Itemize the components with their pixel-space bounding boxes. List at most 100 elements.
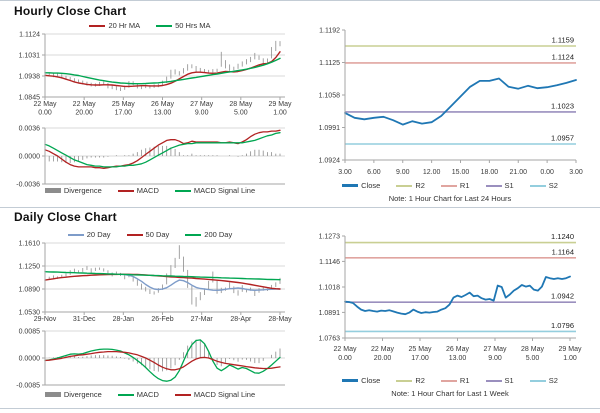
svg-text:1.1146: 1.1146 xyxy=(319,259,340,266)
svg-text:29 May: 29 May xyxy=(559,346,582,353)
svg-text:27 May: 27 May xyxy=(484,346,507,353)
svg-text:5.00: 5.00 xyxy=(526,355,540,362)
legend-item-macd-signal: MACD Signal Line xyxy=(174,186,256,195)
svg-text:9.00: 9.00 xyxy=(195,110,209,117)
legend-label-macd: MACD xyxy=(136,186,159,195)
svg-text:25 May: 25 May xyxy=(112,101,135,108)
svg-text:28 May: 28 May xyxy=(229,101,252,108)
svg-text:1.1125: 1.1125 xyxy=(319,60,340,67)
svg-text:-0.0036: -0.0036 xyxy=(16,182,40,189)
svg-text:1.1250: 1.1250 xyxy=(19,264,41,271)
svg-text:28-Jan: 28-Jan xyxy=(113,316,135,323)
legend-item-r2: R2 xyxy=(396,181,425,190)
svg-text:22 May: 22 May xyxy=(73,101,96,108)
svg-text:31-Dec: 31-Dec xyxy=(73,316,96,323)
daily-macd-legend: Divergence MACD MACD Signal Line xyxy=(0,390,300,399)
svg-text:28 May: 28 May xyxy=(521,346,544,353)
legend-item-r2-week: R2 xyxy=(396,376,425,385)
50day-swatch xyxy=(126,233,143,236)
legend-label-20day: 20 Day xyxy=(86,230,111,239)
svg-text:25 May: 25 May xyxy=(409,346,432,353)
hourly-macd-legend: Divergence MACD MACD Signal Line xyxy=(0,186,300,195)
legend-item-close: Close xyxy=(342,181,380,190)
divergence-swatch xyxy=(44,188,61,193)
svg-text:28-Apr: 28-Apr xyxy=(230,316,252,323)
daily-price-legend: 20 Day 50 Day 200 Day xyxy=(0,230,300,239)
svg-text:0.0000: 0.0000 xyxy=(19,154,41,161)
pivot24-note: Note: 1 Hour Chart for Last 24 Hours xyxy=(388,194,512,203)
s2-week-swatch xyxy=(529,379,546,382)
r1-week-swatch xyxy=(440,379,457,382)
svg-text:22 May: 22 May xyxy=(334,346,357,353)
s1-week-swatch xyxy=(485,379,502,382)
svg-text:1.0796: 1.0796 xyxy=(551,321,574,330)
svg-text:1.1164: 1.1164 xyxy=(552,247,574,256)
svg-text:29-Nov: 29-Nov xyxy=(34,316,57,323)
svg-text:13.00: 13.00 xyxy=(154,110,172,117)
svg-text:1.0924: 1.0924 xyxy=(319,158,341,165)
svg-text:27-Mar: 27-Mar xyxy=(191,316,214,323)
svg-text:1.1018: 1.1018 xyxy=(319,285,341,292)
20hr-ma-swatch xyxy=(89,24,106,27)
svg-text:1.1124: 1.1124 xyxy=(19,32,40,39)
legend-label-divergence-daily: Divergence xyxy=(63,390,102,399)
pivot24-legend: Close R2 R1 S1 S2 xyxy=(300,181,600,190)
divergence-daily-swatch xyxy=(44,392,61,397)
legend-label-r2: R2 xyxy=(415,181,425,190)
svg-text:3.00: 3.00 xyxy=(569,169,583,176)
legend-item-s2-week: S2 xyxy=(529,376,558,385)
mid-divider xyxy=(0,207,600,208)
svg-text:1.0957: 1.0957 xyxy=(551,133,574,142)
svg-text:1.0890: 1.0890 xyxy=(19,287,41,294)
legend-item-divergence: Divergence xyxy=(44,186,102,195)
svg-text:1.1023: 1.1023 xyxy=(551,101,574,110)
legend-label-divergence: Divergence xyxy=(63,186,102,195)
svg-text:-0.0085: -0.0085 xyxy=(16,383,40,390)
svg-text:27 May: 27 May xyxy=(190,101,213,108)
s2-swatch xyxy=(529,184,546,187)
svg-text:1.1273: 1.1273 xyxy=(319,234,341,241)
r2-swatch xyxy=(396,184,413,187)
legend-item-200day: 200 Day xyxy=(185,230,232,239)
svg-text:1.1610: 1.1610 xyxy=(19,241,41,248)
legend-item-20hr-ma: 20 Hr MA xyxy=(89,21,140,30)
legend-item-macd-daily: MACD xyxy=(117,390,159,399)
legend-item-50day: 50 Day xyxy=(126,230,169,239)
svg-text:17.00: 17.00 xyxy=(411,355,429,362)
macd-signal-swatch xyxy=(174,189,191,192)
legend-label-macd-signal: MACD Signal Line xyxy=(193,186,256,195)
200day-swatch xyxy=(185,233,202,236)
hourly-price-legend: 20 Hr MA 50 Hrs MA xyxy=(0,21,300,30)
svg-text:22 May: 22 May xyxy=(371,346,394,353)
svg-text:26 May: 26 May xyxy=(151,101,174,108)
macd-daily-swatch xyxy=(117,393,134,396)
svg-text:21.00: 21.00 xyxy=(509,169,527,176)
svg-text:1.0763: 1.0763 xyxy=(319,336,341,343)
svg-text:1.00: 1.00 xyxy=(563,355,577,362)
legend-label-200day: 200 Day xyxy=(204,230,233,239)
legend-label-50hr-ma: 50 Hrs MA xyxy=(175,21,211,30)
close-week-swatch xyxy=(342,379,359,382)
svg-text:1.1159: 1.1159 xyxy=(552,36,574,45)
svg-text:1.1240: 1.1240 xyxy=(551,232,574,241)
top-divider xyxy=(0,0,600,1)
legend-label-20hr-ma: 20 Hr MA xyxy=(108,21,141,30)
svg-text:0.0085: 0.0085 xyxy=(19,329,41,336)
legend-item-20day: 20 Day xyxy=(67,230,111,239)
legend-item-r1-week: R1 xyxy=(440,376,470,385)
legend-item-s1: S1 xyxy=(485,181,514,190)
svg-text:3.00: 3.00 xyxy=(338,169,352,176)
legend-label-close: Close xyxy=(361,181,381,190)
legend-label-s1-week: S1 xyxy=(504,376,514,385)
legend-label-macd-signal-daily: MACD Signal Line xyxy=(193,390,256,399)
r1-swatch xyxy=(440,184,457,187)
legend-label-r2-week: R2 xyxy=(415,376,425,385)
svg-text:15.00: 15.00 xyxy=(452,169,470,176)
pivotweek-legend: Close R2 R1 S1 S2 xyxy=(300,376,600,385)
r2-week-swatch xyxy=(396,379,413,382)
svg-text:1.1058: 1.1058 xyxy=(319,93,341,100)
svg-text:5.00: 5.00 xyxy=(234,110,248,117)
svg-text:1.0942: 1.0942 xyxy=(551,292,574,301)
